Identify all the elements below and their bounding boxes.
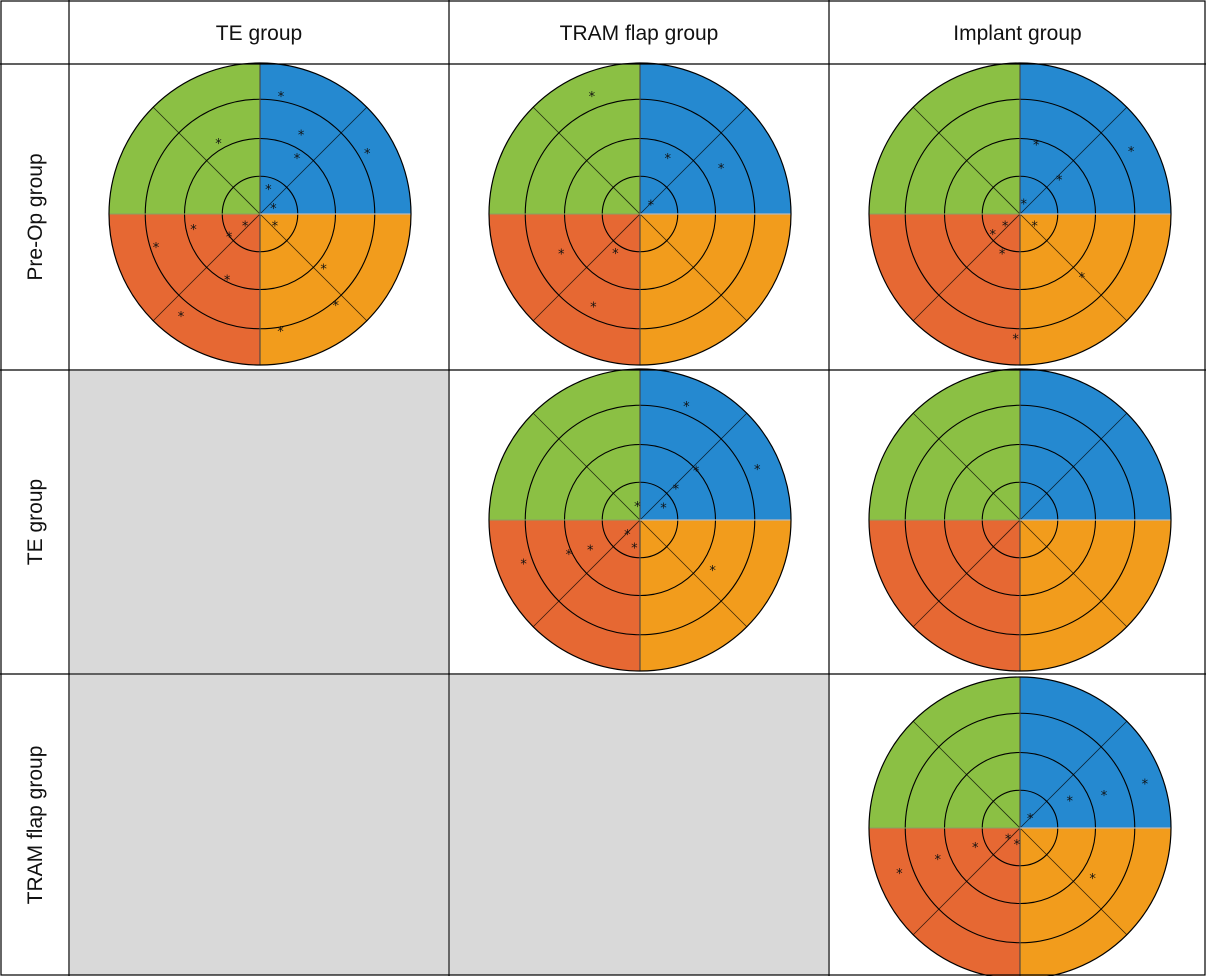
significance-asterisk: * [934,853,941,868]
significance-asterisk: * [226,231,233,246]
significance-asterisk: * [215,137,222,152]
significance-asterisk: * [265,183,272,198]
quadrant-orange [1020,828,1171,976]
column-header: Implant group [953,22,1081,45]
significance-asterisk: * [1002,219,1009,234]
bullseye-plot [868,368,1172,672]
bullseye-outline [868,368,1172,672]
significance-asterisk: * [587,544,594,559]
column-header: TE group [216,22,302,45]
significance-asterisk: * [1014,838,1021,853]
significance-asterisk: * [364,147,371,162]
significance-asterisk: * [709,564,716,579]
bullseye-outline [868,676,1172,976]
row-header: Pre-Op group [24,153,47,280]
significance-asterisk: * [683,400,690,415]
significance-asterisk: * [1033,138,1040,153]
significance-asterisk: * [972,841,979,856]
significance-asterisk: * [558,247,565,262]
significance-asterisk: * [1079,271,1086,286]
significance-asterisk: * [634,500,641,515]
significance-asterisk: * [1128,145,1135,160]
bullseye-outline [488,62,792,366]
bullseye-outline [868,62,1172,366]
significance-asterisk: * [1101,789,1108,804]
bullseye-plot: * * * * * * * * * * * * * * * * * [108,62,412,366]
bullseye-outline [108,62,412,366]
bullseye-plot: *********** * [488,368,792,672]
significance-asterisk: * [590,300,597,315]
significance-asterisk: * [1005,832,1012,847]
bullseye-plot: ********** [868,62,1172,366]
significance-asterisk: * [242,219,249,234]
significance-asterisk: * [693,464,700,479]
row-header: TE group [24,479,47,565]
significance-asterisk: * [1089,872,1096,887]
significance-asterisk: * [718,162,725,177]
significance-asterisk: * [999,247,1006,262]
significance-asterisk: * [1031,220,1038,235]
bullseye-plot: * * * * * * * [488,62,792,366]
empty-cell [70,371,448,673]
significance-asterisk: * [1142,778,1149,793]
significance-asterisk: * [660,501,667,516]
significance-asterisk: * [1056,174,1063,189]
significance-asterisk: * [520,557,527,572]
quadrant-red [869,828,1020,976]
significance-asterisk: * [332,299,339,314]
significance-asterisk: * [1027,812,1034,827]
row-header: TRAM flap group [24,746,47,905]
significance-asterisk: * [277,325,284,340]
significance-asterisk: * [153,241,160,256]
significance-asterisk: * [665,152,672,167]
significance-asterisk: * [178,310,185,325]
significance-asterisk: * [320,262,327,277]
empty-cell [70,675,448,975]
bullseye-plot: ********** [868,676,1172,976]
significance-asterisk: * [270,202,277,217]
column-header: TRAM flap group [560,22,719,45]
empty-cell [450,675,828,975]
significance-asterisk: * [272,219,279,234]
significance-asterisk: * [896,867,903,882]
significance-asterisk: * [990,228,997,243]
significance-asterisk: * [566,548,573,563]
significance-asterisk: * [631,542,638,557]
bullseye-outline [488,368,792,672]
significance-asterisk: * [278,90,285,105]
significance-asterisk: * [190,223,197,238]
significance-asterisk: * [1012,333,1019,348]
significance-asterisk: * [624,528,631,543]
significance-asterisk: * [224,274,231,289]
significance-asterisk: * [673,483,680,498]
significance-asterisk: * [1066,794,1073,809]
significance-asterisk: * [298,128,305,143]
significance-asterisk: * [1020,198,1027,213]
significance-asterisk: * [612,247,619,262]
significance-asterisk: * [589,90,596,105]
significance-asterisk: * [648,199,655,214]
significance-asterisk: * [294,152,301,167]
significance-asterisk: * [754,463,761,478]
